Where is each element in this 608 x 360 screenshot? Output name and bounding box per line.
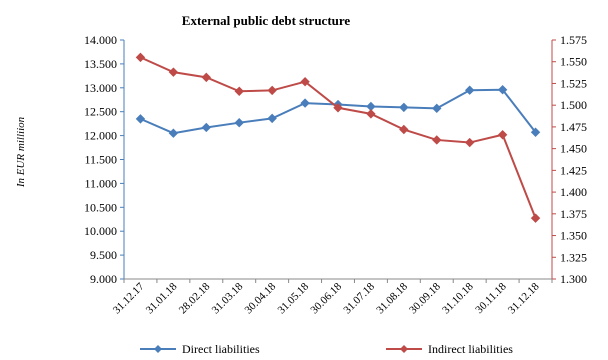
legend: Direct liabilities Indirect liabilities (140, 342, 513, 356)
left-tick-label: 11.500 (84, 153, 117, 167)
data-point (135, 114, 146, 124)
right-tick-label: 1.375 (560, 207, 587, 221)
x-tick-label: 28.02.18 (177, 280, 213, 316)
data-point (464, 85, 475, 95)
x-tick-label: 31.07.18 (341, 280, 377, 316)
left-tick-label: 12.000 (84, 129, 117, 143)
data-point (201, 72, 212, 83)
data-point (399, 124, 409, 135)
data-point (234, 86, 244, 96)
left-tick-label: 13.500 (84, 57, 117, 71)
left-tick-label: 10.500 (84, 200, 117, 214)
data-point (201, 122, 212, 133)
y-axis-label: In EUR milliion (15, 116, 27, 188)
x-tick-label: 31.05.18 (275, 280, 311, 316)
data-point (234, 117, 244, 128)
left-tick-label: 10.000 (84, 224, 117, 238)
data-point (168, 128, 179, 138)
right-tick-label: 1.475 (560, 120, 587, 134)
x-tick-label: 30.11.18 (473, 280, 509, 316)
data-point (432, 135, 442, 145)
right-tick-label: 1.550 (560, 55, 587, 69)
right-tick-label: 1.350 (560, 229, 587, 243)
data-point (464, 137, 475, 148)
data-point (530, 213, 541, 223)
x-tick-label: 31.01.18 (144, 280, 180, 316)
x-tick-label: 30.04.18 (243, 280, 279, 316)
x-tick-label: 31.10.18 (440, 280, 476, 316)
data-point (267, 113, 277, 124)
right-tick-label: 1.525 (560, 76, 587, 90)
data-point (530, 127, 541, 137)
data-point (432, 103, 442, 114)
data-point (267, 85, 277, 96)
legend-swatch-marker (400, 345, 408, 353)
data-point (497, 85, 508, 95)
legend-item: Direct liabilities (140, 342, 260, 356)
data-point (366, 109, 376, 119)
chart-title: External public debt structure (182, 13, 351, 28)
left-tick-label: 14.000 (84, 33, 117, 47)
right-tick-label: 1.400 (560, 185, 587, 199)
data-point (497, 130, 508, 140)
data-point (333, 103, 343, 113)
left-tick-label: 9.000 (90, 272, 117, 286)
legend-label: Direct liabilities (182, 342, 260, 356)
right-tick-label: 1.450 (560, 142, 587, 156)
data-point (168, 67, 179, 77)
data-point (399, 102, 409, 113)
legend-label: Indirect liabilities (428, 342, 513, 356)
x-axis-ticks: 31.12.1731.01.1828.02.1831.03.1830.04.18… (111, 279, 553, 316)
left-axis-ticks: 9.000 9.500 10.000 10.500 11.000 11.500 12.000… (84, 33, 124, 286)
left-tick-label: 11.000 (84, 176, 117, 190)
series-indirect (135, 52, 541, 223)
right-tick-label: 1.325 (560, 250, 587, 264)
right-axis-ticks: 1.300 1.325 1.350 1.375 1.400 1.425 1.450 1.475… (552, 33, 587, 286)
legend-item: Indirect liabilities (386, 342, 513, 356)
right-tick-label: 1.425 (560, 163, 587, 177)
left-tick-label: 12.500 (84, 105, 117, 119)
data-point (300, 77, 310, 87)
right-tick-label: 1.300 (560, 272, 587, 286)
left-tick-label: 13.000 (84, 81, 117, 95)
legend-swatch-marker (154, 345, 162, 353)
data-point (135, 52, 146, 63)
axes (123, 40, 553, 280)
x-tick-label: 30.06.18 (308, 280, 344, 316)
data-point (300, 98, 310, 108)
right-tick-label: 1.500 (560, 98, 587, 112)
series (135, 52, 541, 223)
x-tick-label: 30.09.18 (407, 280, 443, 316)
left-tick-label: 9.500 (90, 248, 117, 262)
right-tick-label: 1.575 (560, 33, 587, 47)
x-tick-label: 31.08.18 (374, 280, 410, 316)
x-tick-label: 31.03.18 (210, 280, 246, 316)
series-line (140, 56, 537, 219)
x-tick-label: 31.12.18 (506, 280, 542, 316)
